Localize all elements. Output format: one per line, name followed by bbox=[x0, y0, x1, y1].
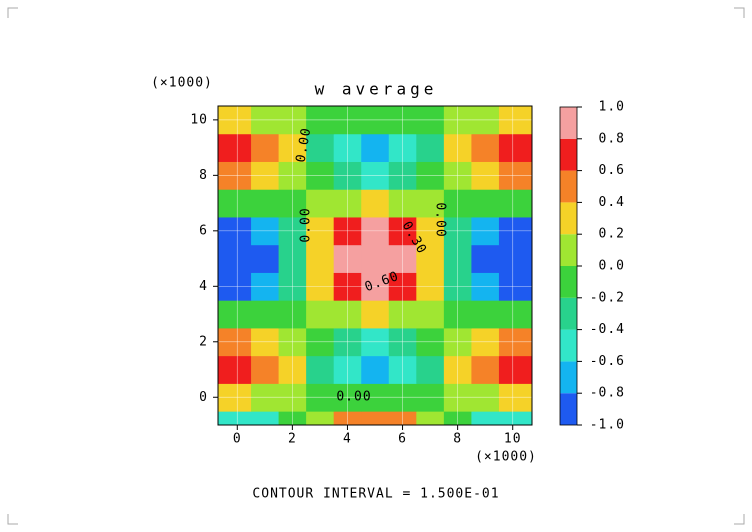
contour-cell bbox=[471, 133, 500, 162]
colorbar-segment bbox=[560, 202, 577, 235]
colorbar-label: 0.4 bbox=[599, 195, 625, 210]
y-tick-label: 0 bbox=[199, 390, 208, 405]
contour-cell bbox=[416, 189, 445, 218]
contour-cell bbox=[306, 355, 335, 384]
colorbar-label: -0.2 bbox=[590, 290, 625, 305]
page-corners bbox=[7, 7, 745, 525]
x-axis-label: (×1000) bbox=[475, 450, 537, 465]
contour-cell bbox=[361, 189, 390, 218]
contour-cell bbox=[251, 411, 280, 426]
colorbar-label: 0.6 bbox=[599, 163, 625, 178]
colorbar-segment bbox=[560, 329, 577, 362]
contour-cell bbox=[218, 189, 252, 218]
contour-cell bbox=[361, 244, 390, 273]
y-tick-label: 10 bbox=[190, 112, 208, 127]
y-tick-label: 2 bbox=[199, 334, 208, 349]
colorbar-segment bbox=[560, 138, 577, 171]
contour-cell bbox=[306, 244, 335, 273]
x-tick-label: 8 bbox=[453, 432, 462, 447]
colorbar-label: -1.0 bbox=[590, 418, 625, 433]
contour-cell bbox=[251, 189, 280, 218]
contour-cell bbox=[306, 133, 335, 162]
chart-title: w average bbox=[315, 80, 438, 99]
contour-cell bbox=[471, 189, 500, 218]
contour-label: 0.00 bbox=[294, 126, 315, 163]
colorbar-label: -0.8 bbox=[590, 386, 625, 401]
colorbar-label: 1.0 bbox=[599, 100, 625, 115]
contour-cell bbox=[218, 133, 252, 162]
contour-cell bbox=[251, 355, 280, 384]
contour-cell bbox=[306, 189, 335, 218]
contour-cell bbox=[498, 300, 533, 329]
contour-cell bbox=[498, 244, 533, 273]
contour-cell bbox=[218, 300, 252, 329]
contour-cell bbox=[361, 300, 390, 329]
colorbar-segment bbox=[560, 234, 577, 266]
contour-cell bbox=[498, 133, 533, 162]
contour-cell bbox=[471, 355, 500, 384]
x-tick-label: 6 bbox=[398, 432, 407, 447]
colorbar-segment bbox=[560, 170, 577, 203]
contour-cell bbox=[306, 300, 335, 329]
contour-cell bbox=[498, 411, 533, 426]
colorbar-segment bbox=[560, 393, 577, 425]
contour-label: 0.00 bbox=[299, 207, 314, 242]
x-tick-label: 10 bbox=[504, 432, 522, 447]
contour-cell bbox=[498, 189, 533, 218]
colorbar-segment bbox=[560, 266, 577, 298]
contour-cell bbox=[416, 355, 445, 384]
contour-cell bbox=[498, 355, 533, 384]
colorbar-label: 0.2 bbox=[599, 227, 625, 242]
x-tick-label: 4 bbox=[343, 432, 352, 447]
contour-cell bbox=[251, 133, 280, 162]
contour-cell bbox=[251, 300, 280, 329]
colorbar-label: 0.0 bbox=[599, 259, 625, 274]
contour-cell bbox=[218, 355, 252, 384]
colorbar-label: -0.6 bbox=[590, 354, 625, 369]
contour-cell bbox=[218, 244, 252, 273]
y-tick-label: 8 bbox=[199, 168, 208, 183]
colorbar-segment bbox=[560, 107, 577, 139]
colorbar-segment bbox=[560, 297, 577, 330]
plot-frame bbox=[217, 105, 533, 426]
contour-cell bbox=[416, 411, 445, 426]
contour-cell bbox=[361, 133, 390, 162]
contour-cell bbox=[416, 133, 445, 162]
contour-label: 0.00 bbox=[336, 390, 371, 405]
contour-cell bbox=[416, 244, 445, 273]
contour-cell bbox=[471, 244, 500, 273]
contour-label: 0.00 bbox=[433, 202, 448, 237]
contour-cell bbox=[416, 300, 445, 329]
contour-cell bbox=[471, 300, 500, 329]
contour-cell bbox=[251, 244, 280, 273]
x-tick-label: 0 bbox=[233, 432, 242, 447]
contour-cell bbox=[361, 355, 390, 384]
colorbar-segment bbox=[560, 361, 577, 394]
contour-cell bbox=[218, 411, 252, 426]
y-tick-label: 6 bbox=[199, 223, 208, 238]
x-tick-label: 2 bbox=[288, 432, 297, 447]
y-axis-label: (×1000) bbox=[151, 76, 213, 91]
contour-cell bbox=[471, 411, 500, 426]
colorbar-label: -0.4 bbox=[590, 322, 625, 337]
y-tick-label: 4 bbox=[199, 279, 208, 294]
colorbar-label: 0.8 bbox=[599, 131, 625, 146]
footer: CONTOUR INTERVAL = 1.500E-01 bbox=[252, 487, 499, 502]
contour-cell bbox=[306, 411, 335, 426]
contour-cell bbox=[361, 411, 390, 426]
